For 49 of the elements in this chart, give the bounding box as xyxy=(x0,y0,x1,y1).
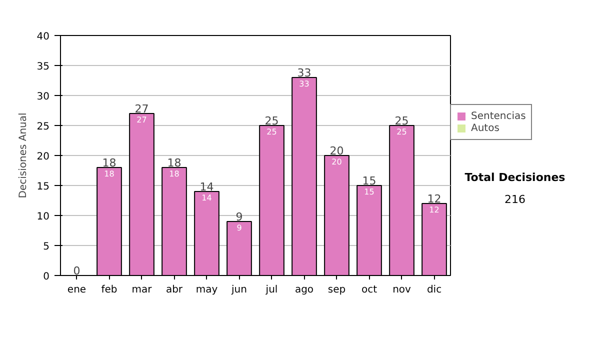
total-label: 12 xyxy=(427,192,442,206)
x-tick-label: may xyxy=(196,284,218,296)
x-tick-label: ago xyxy=(294,284,314,296)
total-label: 33 xyxy=(297,66,312,80)
data-label: 27 xyxy=(136,116,147,124)
y-tick-label: 40 xyxy=(36,32,50,42)
total-label: 25 xyxy=(264,114,279,128)
total-label: 18 xyxy=(102,156,116,170)
y-tick-label: 25 xyxy=(36,122,50,132)
data-label: 25 xyxy=(396,128,407,136)
data-label: 20 xyxy=(332,158,342,166)
x-tick-label: mar xyxy=(132,284,153,296)
y-tick-label: 10 xyxy=(36,212,50,222)
x-tick-label: jul xyxy=(264,284,278,296)
data-label: 12 xyxy=(429,206,440,214)
y-tick-label: 35 xyxy=(36,62,50,72)
total-label: 0 xyxy=(73,264,80,278)
total-label: 27 xyxy=(134,102,149,116)
x-tick-label: jun xyxy=(230,284,247,296)
data-label: 14 xyxy=(202,194,212,202)
data-label: 9 xyxy=(236,224,242,232)
legend-label: Sentencias xyxy=(471,110,526,122)
text: 216 xyxy=(503,192,526,208)
data-label: 15 xyxy=(364,188,374,196)
y-tick-label: 5 xyxy=(43,242,50,252)
x-tick-label: feb xyxy=(101,284,118,296)
total-label: 18 xyxy=(167,156,182,170)
x-tick-label: oct xyxy=(361,284,378,296)
x-tick-label: sep xyxy=(328,284,346,296)
y-tick-label: 0 xyxy=(43,272,50,282)
data-label: 25 xyxy=(266,128,277,136)
total-label: 14 xyxy=(200,180,214,194)
y-tick-label: 20 xyxy=(36,152,50,162)
x-tick-label: dic xyxy=(426,284,442,296)
x-tick-label: nov xyxy=(392,284,412,296)
data-label: 33 xyxy=(299,80,310,88)
y-tick-label: 30 xyxy=(36,92,50,102)
x-tick-label: ene xyxy=(67,284,86,296)
total-label: 9 xyxy=(236,210,243,224)
data-label: 18 xyxy=(169,170,180,178)
data-label: 18 xyxy=(104,170,114,178)
x-tick-label: abr xyxy=(166,284,184,296)
total-label: 20 xyxy=(330,144,344,158)
text: Total Decisiones xyxy=(464,170,566,186)
y-axis-title: Decisiones Anual xyxy=(18,112,29,198)
total-label: 15 xyxy=(362,174,376,188)
y-tick-label: 15 xyxy=(36,182,50,192)
total-label: 25 xyxy=(394,114,409,128)
legend-label: Autos xyxy=(471,122,500,134)
